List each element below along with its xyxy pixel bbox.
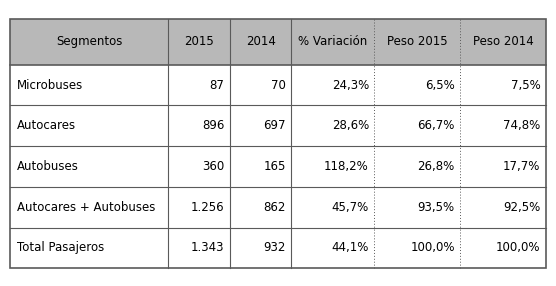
Text: 45,7%: 45,7% [332,201,369,214]
Text: 92,5%: 92,5% [503,201,540,214]
Bar [168,65,230,106]
Bar [10,187,168,228]
Bar [230,187,291,228]
Bar [10,19,168,65]
Text: 360: 360 [202,160,224,173]
Bar [168,146,230,187]
Bar [10,106,168,146]
Bar [291,187,375,228]
Text: 70: 70 [271,79,286,92]
Text: % Variación: % Variación [299,35,368,48]
Bar [291,228,375,268]
Bar [168,106,230,146]
Text: 118,2%: 118,2% [324,160,369,173]
Text: Peso 2014: Peso 2014 [473,35,534,48]
Bar [460,65,546,106]
Text: 2015: 2015 [184,35,214,48]
Bar [460,146,546,187]
Text: 1.256: 1.256 [191,201,224,214]
Bar [375,106,460,146]
Bar [10,146,168,187]
Bar [460,106,546,146]
Bar [460,187,546,228]
Text: 100,0%: 100,0% [496,241,540,255]
Bar [230,19,291,65]
Text: 24,3%: 24,3% [332,79,369,92]
Bar [291,106,375,146]
Bar [230,228,291,268]
Bar [291,146,375,187]
Text: 100,0%: 100,0% [410,241,455,255]
Bar [291,65,375,106]
Text: Peso 2015: Peso 2015 [387,35,448,48]
Bar [375,187,460,228]
Text: 93,5%: 93,5% [418,201,455,214]
Bar [10,228,168,268]
Text: Total Pasajeros: Total Pasajeros [17,241,104,255]
Text: 1.343: 1.343 [191,241,224,255]
Bar [10,65,168,106]
Text: Microbuses: Microbuses [17,79,83,92]
Text: 26,8%: 26,8% [418,160,455,173]
Text: 862: 862 [264,201,286,214]
Text: 6,5%: 6,5% [425,79,455,92]
Bar [375,228,460,268]
Text: 44,1%: 44,1% [331,241,369,255]
Text: 2014: 2014 [246,35,276,48]
Text: 896: 896 [202,119,224,132]
Bar [10,19,546,268]
Bar [460,228,546,268]
Text: 17,7%: 17,7% [503,160,540,173]
Bar [375,146,460,187]
Text: Autobuses: Autobuses [17,160,78,173]
Text: 932: 932 [264,241,286,255]
Text: 74,8%: 74,8% [503,119,540,132]
Bar [375,65,460,106]
Bar [230,146,291,187]
Text: 7,5%: 7,5% [510,79,540,92]
Bar [375,19,460,65]
Text: Autocares: Autocares [17,119,76,132]
Text: 165: 165 [264,160,286,173]
Bar [460,19,546,65]
Text: 697: 697 [264,119,286,132]
Bar [230,106,291,146]
Text: Autocares + Autobuses: Autocares + Autobuses [17,201,155,214]
Bar [168,228,230,268]
Bar [168,19,230,65]
Bar [168,187,230,228]
Text: 87: 87 [209,79,224,92]
Text: 28,6%: 28,6% [332,119,369,132]
Text: 66,7%: 66,7% [418,119,455,132]
Bar [230,65,291,106]
Bar [291,19,375,65]
Text: Segmentos: Segmentos [56,35,122,48]
